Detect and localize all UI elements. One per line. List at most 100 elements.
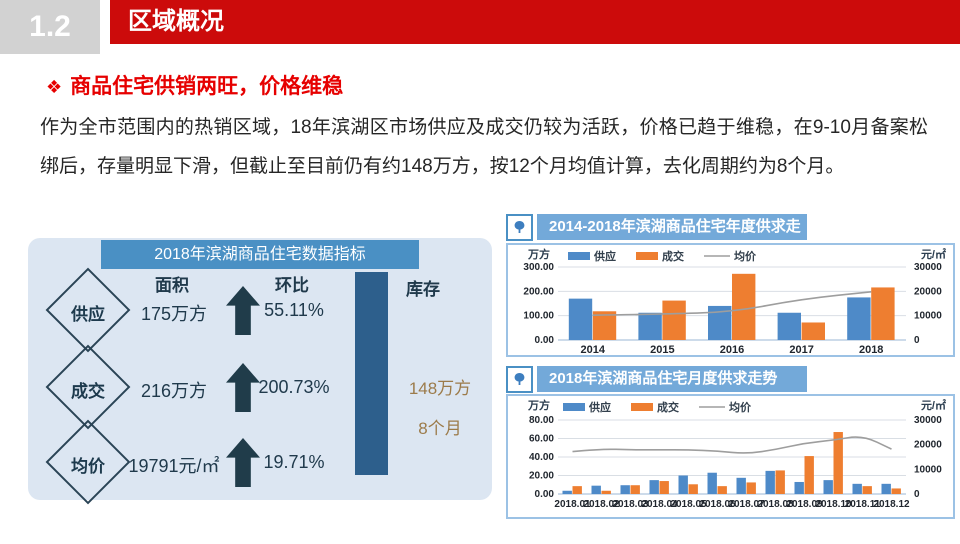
- column-header-mom: 环比: [275, 276, 309, 295]
- svg-text:2018.07: 2018.07: [728, 499, 765, 510]
- svg-text:2018: 2018: [859, 344, 883, 355]
- column-header-area: 面积: [155, 276, 189, 295]
- svg-text:2018.04: 2018.04: [641, 499, 678, 510]
- svg-text:2018.01: 2018.01: [554, 499, 591, 510]
- bar-成交-2018.04: [659, 481, 669, 494]
- deals-area-value: 216万方: [140, 381, 208, 401]
- svg-text:10000: 10000: [914, 464, 942, 475]
- bar-供应-2017: [777, 312, 801, 340]
- price-value: 19791元/㎡: [128, 456, 220, 476]
- bar-成交-2018.02: [601, 490, 611, 494]
- diamond-bullet-icon: ❖: [46, 77, 63, 97]
- row-label-price: 均价: [71, 457, 105, 476]
- svg-text:供应: 供应: [588, 400, 611, 414]
- row-label-deals: 成交: [71, 382, 105, 401]
- inventory-bar: [355, 272, 388, 475]
- monthly-chart-header: 2018年滨湖商品住宅月度供求走势: [506, 366, 807, 393]
- bar-成交-2018.08: [775, 470, 785, 494]
- indicator-panel-title: 2018年滨湖商品住宅数据指标: [101, 240, 419, 269]
- supply-mom-value: 55.11%: [264, 300, 324, 320]
- bar-供应-2018.05: [678, 475, 688, 494]
- svg-text:20.00: 20.00: [529, 471, 554, 482]
- bar-供应-2018.02: [591, 485, 601, 494]
- svg-text:均价: 均价: [734, 249, 757, 263]
- bar-供应-2018.06: [707, 472, 717, 494]
- bar-成交-2018.01: [572, 486, 582, 494]
- svg-text:0: 0: [914, 489, 920, 500]
- bar-成交-2018.10: [833, 432, 843, 494]
- svg-text:2018.11: 2018.11: [845, 499, 881, 510]
- chart-canvas: 0.00 20.00 40.00 60.00 80.00 0 10000 20000 30000…: [527, 398, 946, 510]
- svg-text:300.00: 300.00: [523, 262, 554, 273]
- svg-text:2018.08: 2018.08: [757, 499, 794, 510]
- bar-成交-2018.12: [891, 488, 901, 494]
- page-title: 区域概况: [128, 8, 224, 35]
- svg-text:20000: 20000: [914, 440, 942, 451]
- svg-text:30000: 30000: [914, 415, 942, 426]
- row-label-supply: 供应: [71, 305, 105, 324]
- bar-成交-2018.09: [804, 456, 814, 494]
- bar-供应-2018.10: [823, 480, 833, 494]
- svg-text:均价: 均价: [729, 400, 752, 414]
- bar-供应-2014: [568, 298, 593, 340]
- bar-成交-2018.05: [688, 484, 698, 494]
- svg-text:成交: 成交: [657, 400, 679, 414]
- bar-成交-2018.07: [746, 482, 756, 494]
- svg-text:2018.05: 2018.05: [670, 499, 707, 510]
- svg-text:20000: 20000: [914, 286, 942, 297]
- bar-供应-2018.08: [765, 470, 775, 494]
- bar-成交-2015: [662, 300, 686, 340]
- page-header-bar: 区域概况: [110, 0, 960, 44]
- bar-供应-2018.03: [620, 485, 630, 494]
- section-number-box: 1.2: [0, 0, 100, 54]
- bar-供应-2015: [638, 312, 662, 340]
- line-均价: [572, 436, 892, 454]
- tree-icon: [506, 366, 533, 393]
- section-number: 1.2: [29, 10, 71, 43]
- tree-icon: [506, 214, 533, 241]
- svg-text:80.00: 80.00: [529, 415, 554, 426]
- monthly-chart-title: 2018年滨湖商品住宅月度供求走势: [537, 366, 807, 392]
- svg-text:0: 0: [914, 335, 920, 346]
- bar-供应-2018: [847, 297, 871, 340]
- bar-成交-2018.03: [630, 485, 640, 494]
- svg-text:2014: 2014: [581, 344, 606, 355]
- annual-supply-demand-chart: 0.00 100.00 200.00 300.00 0 10000 20000 30000 万方…: [506, 243, 955, 357]
- svg-text:2015: 2015: [650, 344, 674, 355]
- svg-text:100.00: 100.00: [523, 311, 554, 322]
- svg-text:30000: 30000: [914, 262, 942, 273]
- supply-area-value: 175万方: [140, 304, 208, 324]
- svg-text:2018.09: 2018.09: [786, 499, 823, 510]
- svg-text:2018.02: 2018.02: [583, 499, 620, 510]
- chart-canvas: 0.00 100.00 200.00 300.00 0 10000 20000 30000 万方…: [523, 247, 946, 356]
- bar-供应-2016: [708, 305, 732, 340]
- svg-text:10000: 10000: [914, 311, 942, 322]
- bar-成交-2018.06: [717, 486, 727, 494]
- svg-text:2018.03: 2018.03: [612, 499, 649, 510]
- bar-成交-2018.11: [862, 486, 872, 494]
- svg-text:60.00: 60.00: [529, 434, 554, 445]
- line-均价: [592, 291, 872, 316]
- bar-成交-2017: [801, 322, 825, 340]
- svg-text:成交: 成交: [662, 249, 684, 263]
- svg-text:200.00: 200.00: [523, 286, 554, 297]
- bar-供应-2018.04: [649, 480, 659, 494]
- inventory-label: 库存: [406, 280, 440, 299]
- svg-text:2018.06: 2018.06: [699, 499, 736, 510]
- svg-text:万方: 万方: [527, 398, 550, 412]
- indicator-panel: 2018年滨湖商品住宅数据指标 面积 环比 供应 175万方 55.11% 成交…: [28, 238, 492, 505]
- section-title-text: 商品住宅供销两旺，价格维稳: [70, 75, 344, 98]
- bar-供应-2018.11: [852, 483, 862, 494]
- bar-供应-2018.09: [794, 481, 804, 494]
- bar-成交-2016: [732, 273, 756, 340]
- svg-text:0.00: 0.00: [535, 489, 555, 500]
- svg-text:2018.12: 2018.12: [873, 499, 910, 510]
- bar-成交-2014: [592, 311, 617, 340]
- svg-text:0.00: 0.00: [535, 335, 555, 346]
- inventory-months: 8个月: [418, 419, 462, 438]
- svg-text:40.00: 40.00: [529, 452, 554, 463]
- svg-text:2016: 2016: [720, 344, 744, 355]
- bar-供应-2018.12: [881, 483, 891, 494]
- section-title: ❖ 商品住宅供销两旺，价格维稳: [46, 70, 343, 100]
